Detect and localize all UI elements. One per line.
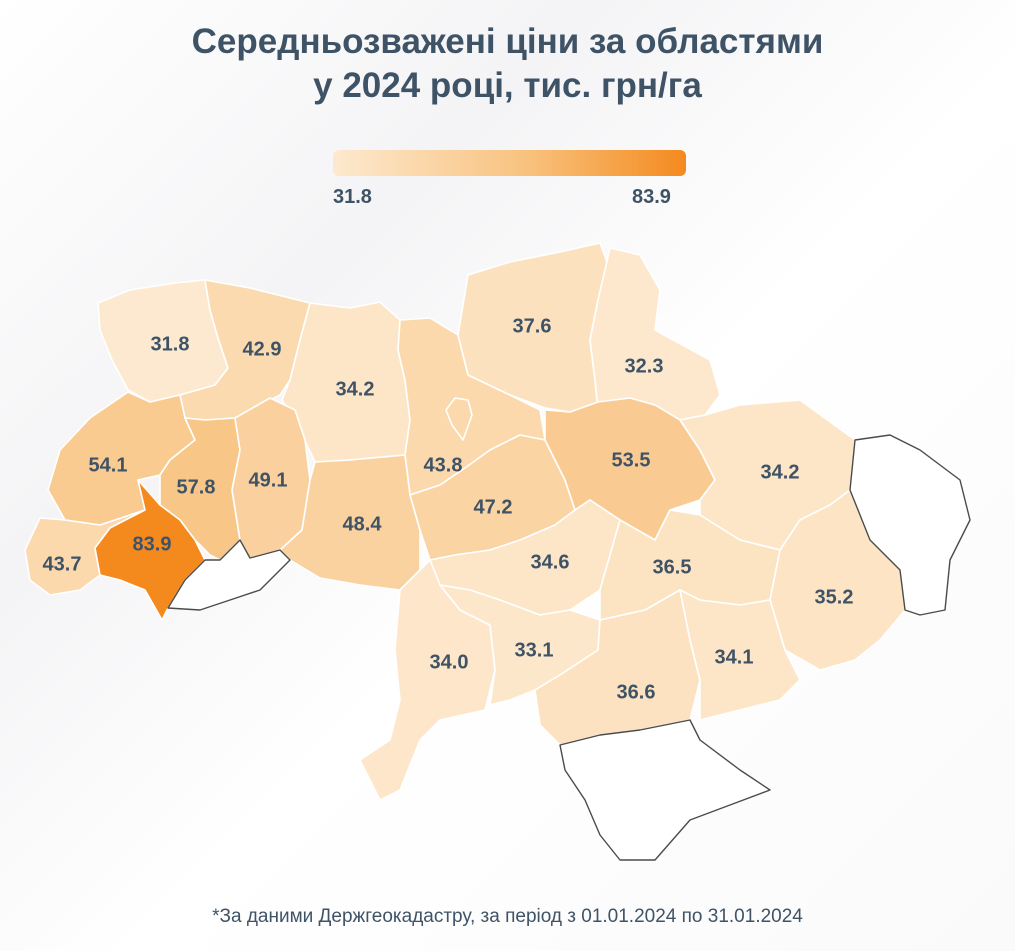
region-value-label-volyn: 31.8 <box>151 333 190 355</box>
labels-layer: 31.8 42.9 34.2 43.8 37.6 32.3 54.1 57.8 49.1 48.4… <box>43 315 854 703</box>
region-sumy[interactable] <box>589 247 721 421</box>
legend-min-label: 31.8 <box>333 186 372 208</box>
legend-max-label: 83.9 <box>632 186 671 208</box>
region-value-label-khmelnytskyi: 49.1 <box>249 469 288 491</box>
region-value-label-cherkasy: 47.2 <box>474 496 513 518</box>
region-vinnytsia[interactable] <box>279 454 421 591</box>
region-zaporizhzhia[interactable] <box>679 589 801 721</box>
region-value-label-lviv: 54.1 <box>89 454 128 476</box>
region-value-label-mykolaiv: 33.1 <box>515 639 554 661</box>
region-value-label-vinnytsia: 48.4 <box>343 513 383 535</box>
region-luhansk[interactable] <box>849 434 971 616</box>
region-odesa[interactable] <box>359 559 496 801</box>
region-value-label-poltava: 53.5 <box>612 449 651 471</box>
region-value-label-chernihiv: 37.6 <box>513 315 552 337</box>
region-value-label-sumy: 32.3 <box>625 355 664 377</box>
region-value-label-zakarpattia: 43.7 <box>43 553 82 575</box>
region-value-label-dnipropetrovsk: 36.5 <box>653 556 692 578</box>
region-value-label-zaporizhzhia: 34.1 <box>715 646 754 668</box>
title-line-1: Середньозважені ціни за областями <box>191 22 824 61</box>
page-title: Середньозважені ціни за областями у 2024… <box>0 20 1015 108</box>
region-value-label-kyiv: 43.8 <box>424 454 463 476</box>
region-value-label-ivano-frankivsk: 83.9 <box>133 533 172 555</box>
region-value-label-odesa: 34.0 <box>430 651 469 673</box>
regions-layer <box>24 242 971 861</box>
region-crimea[interactable] <box>559 719 771 861</box>
region-value-label-kharkiv: 34.2 <box>761 461 800 483</box>
title-line-2: у 2024 році, тис. грн/га <box>313 66 702 105</box>
region-value-label-ternopil: 57.8 <box>177 476 216 498</box>
region-value-label-kherson: 36.6 <box>617 681 656 703</box>
region-chernivtsi[interactable] <box>167 539 291 611</box>
region-value-label-kirovohrad: 34.6 <box>531 551 570 573</box>
region-ivano-frankivsk[interactable] <box>94 479 206 621</box>
footnote: *За даними Держгеокадастру, за період з … <box>212 906 803 927</box>
color-scale-legend <box>333 150 686 176</box>
region-value-label-luhansk-donetsk: 35.2 <box>815 586 854 608</box>
region-value-label-zhytomyr: 34.2 <box>336 378 375 400</box>
region-value-label-rivne: 42.9 <box>243 338 282 360</box>
